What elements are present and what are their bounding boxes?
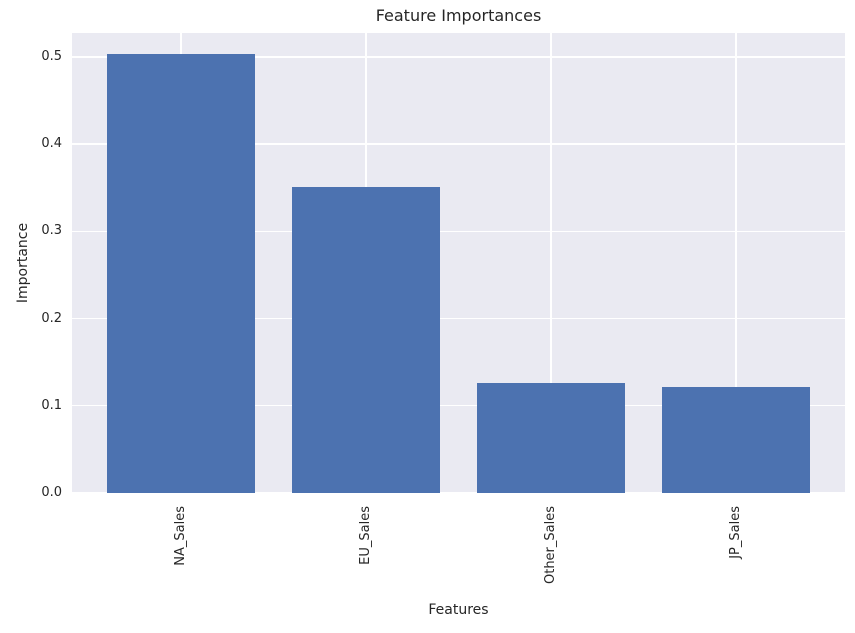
- x-tick-label: EU_Sales: [358, 506, 374, 565]
- gridline-vertical: [735, 33, 737, 493]
- chart-title: Feature Importances: [375, 6, 542, 25]
- y-tick-label: 0.3: [41, 223, 62, 239]
- y-tick-label: 0.0: [41, 485, 62, 500]
- y-axis-label: Importance: [15, 222, 31, 304]
- x-axis-label: Features: [428, 602, 489, 618]
- x-tick-label: JP_Sales: [727, 506, 743, 559]
- gridline-horizontal: [72, 492, 845, 494]
- y-tick-label: 0.2: [41, 310, 62, 326]
- x-tick-label: Other_Sales: [542, 506, 558, 585]
- gridline-horizontal: [72, 405, 845, 407]
- gridline-horizontal: [72, 317, 845, 320]
- bar-eu_sales: [292, 186, 440, 493]
- bar-other_sales: [476, 383, 625, 493]
- gridline-horizontal: [72, 56, 845, 58]
- x-tick-label: NA_Sales: [173, 506, 189, 566]
- y-tick-label: 0.1: [41, 397, 62, 413]
- plot-area: [72, 33, 845, 494]
- y-tick-label: 0.5: [41, 48, 62, 64]
- gridline-horizontal: [72, 143, 845, 145]
- y-tick-label: 0.4: [41, 136, 62, 152]
- bar-na_sales: [107, 54, 256, 493]
- bar-jp_sales: [661, 386, 810, 493]
- gridline-horizontal: [72, 230, 845, 233]
- gridline-vertical: [550, 33, 552, 493]
